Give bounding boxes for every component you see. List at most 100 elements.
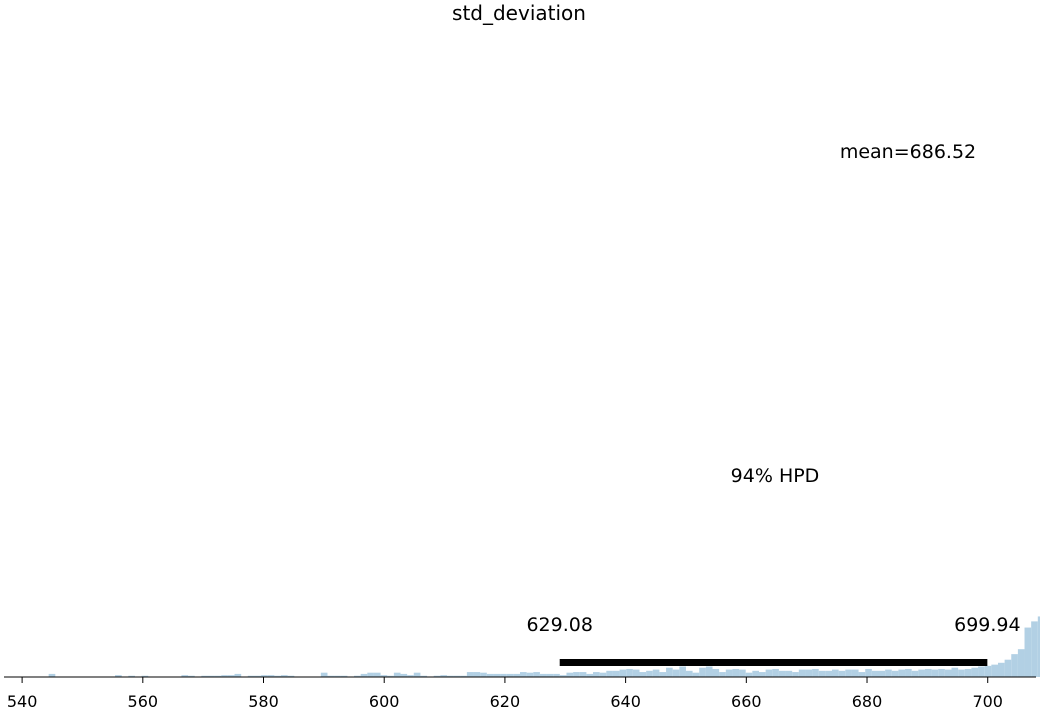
histogram-bar <box>1037 616 1040 677</box>
histogram-bar <box>971 667 979 677</box>
histogram-bar <box>931 669 939 677</box>
histogram-bar <box>858 672 866 677</box>
histogram-bar <box>486 673 494 677</box>
histogram-bar <box>500 673 507 677</box>
histogram-bar <box>851 669 859 677</box>
histogram-bar <box>818 670 826 677</box>
histogram-bar <box>845 669 852 677</box>
histogram-bar <box>593 672 600 677</box>
x-tick-label: 640 <box>610 692 641 711</box>
histogram-bar <box>918 669 925 677</box>
histogram-bar <box>758 672 766 677</box>
histogram-bar <box>938 668 945 677</box>
hpd-lower-label: 629.08 <box>526 614 592 636</box>
histogram-bar <box>493 673 501 677</box>
x-tick-label: 700 <box>972 692 1003 711</box>
histogram-bar <box>466 672 474 677</box>
histogram-bar <box>652 669 660 677</box>
histogram-bar <box>871 670 879 677</box>
histogram-bar <box>227 675 235 677</box>
histogram-bar <box>659 672 667 677</box>
histogram-bar <box>586 673 594 677</box>
histogram-bar <box>48 673 56 677</box>
histogram-bar <box>141 675 149 677</box>
histogram-bar <box>354 675 361 677</box>
x-tick-label: 560 <box>128 692 159 711</box>
histogram-bar <box>885 669 892 677</box>
x-axis-ticks: 540 560 580 600 620 640 660 680 700 <box>7 677 1003 711</box>
histogram-bar <box>719 672 726 677</box>
histogram-bar <box>526 672 534 677</box>
histogram-bar <box>685 670 693 677</box>
histogram-bar <box>1011 654 1018 677</box>
histogram-bar <box>798 669 806 677</box>
histogram-bar <box>619 669 627 677</box>
x-tick-label: 660 <box>731 692 762 711</box>
histogram-bar <box>320 672 328 677</box>
histogram-bar <box>838 670 846 677</box>
histogram-bar <box>984 665 992 677</box>
histogram-bar <box>188 675 195 677</box>
histogram-bar <box>951 667 959 677</box>
histogram-bar <box>473 672 481 677</box>
histogram-bar <box>281 675 288 677</box>
histogram-bar <box>340 675 348 677</box>
mean-annotation: mean=686.52 <box>840 141 976 163</box>
histogram-bar <box>812 668 819 677</box>
histogram-bar <box>891 670 899 677</box>
histogram-bar <box>234 673 242 677</box>
histogram-bar <box>214 675 222 677</box>
histogram-bar <box>407 675 414 677</box>
histogram-bar <box>261 675 268 677</box>
histogram-bar <box>460 675 467 677</box>
histogram-bar <box>997 662 1005 677</box>
histogram-bar <box>453 675 461 677</box>
histogram-bar <box>327 675 335 677</box>
histogram-bar <box>446 675 454 677</box>
histogram-bar <box>387 675 394 677</box>
histogram-bar <box>1031 621 1038 677</box>
histogram-bar <box>520 672 527 677</box>
histogram-bar <box>978 666 985 677</box>
histogram-bar <box>1017 649 1025 677</box>
histogram-bar <box>1004 659 1012 677</box>
histogram-bar <box>911 670 919 677</box>
histogram-bar <box>433 675 441 677</box>
histogram-bar <box>898 669 906 677</box>
histogram-bar <box>599 672 607 677</box>
histogram-bar <box>832 669 839 677</box>
histogram-bar <box>699 667 706 677</box>
histogram-bar <box>692 672 700 677</box>
histogram-bar <box>825 670 833 677</box>
histogram-bar <box>666 667 673 677</box>
x-tick-label: 580 <box>248 692 279 711</box>
histogram-bar <box>393 672 401 677</box>
histogram-bar <box>725 669 733 677</box>
histogram-bar <box>745 672 753 677</box>
histogram-bar <box>115 675 122 677</box>
histogram-bar <box>533 672 540 677</box>
histogram-bar <box>480 672 487 677</box>
histogram-bar <box>440 675 447 677</box>
histogram-bar <box>128 675 135 677</box>
histogram-bar <box>566 672 574 677</box>
histogram-bar <box>559 675 567 677</box>
chart-title: std_deviation <box>452 1 586 25</box>
histogram-bar <box>991 664 998 677</box>
histogram-bar <box>207 675 215 677</box>
histogram-bar <box>964 668 972 677</box>
histogram-bar <box>267 675 275 677</box>
histogram-bar <box>646 670 653 677</box>
histogram-bar <box>513 673 520 677</box>
histogram-bar <box>201 675 208 677</box>
histogram-bar <box>539 673 547 677</box>
histogram-bar <box>905 668 912 677</box>
histogram-bar <box>287 675 295 677</box>
histogram-bar <box>958 669 965 677</box>
histogram-bar <box>626 668 633 677</box>
histogram-bar <box>573 672 580 677</box>
histogram-bar <box>679 666 686 677</box>
x-tick-label: 620 <box>490 692 521 711</box>
histogram-bar <box>221 675 228 677</box>
